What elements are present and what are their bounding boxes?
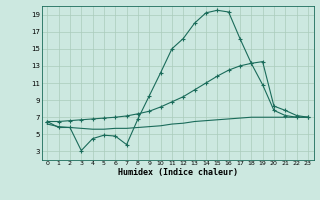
X-axis label: Humidex (Indice chaleur): Humidex (Indice chaleur): [118, 168, 237, 177]
